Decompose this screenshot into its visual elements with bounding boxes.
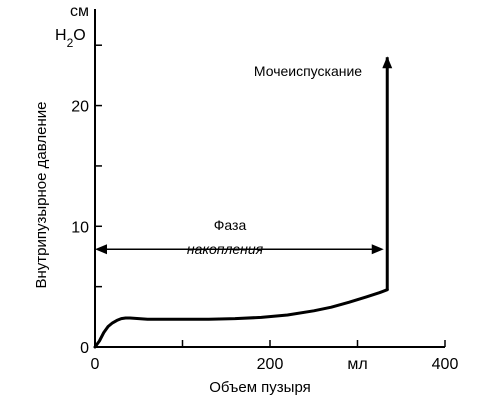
annotation-layer bbox=[95, 244, 384, 255]
filling-phase-arrowhead-left bbox=[95, 244, 107, 255]
y-unit-label-line2: H2O bbox=[55, 27, 86, 50]
axes bbox=[94, 9, 445, 348]
filling-phase-arrowhead-right bbox=[371, 244, 384, 255]
y-tick-label: 20 bbox=[71, 99, 89, 116]
voiding-label: Мочеиспускание bbox=[254, 63, 362, 79]
y-unit-label-line1: см bbox=[70, 3, 89, 20]
x-tick-label: мл bbox=[347, 356, 367, 373]
phase-label-line2: накопления bbox=[187, 241, 264, 257]
series-layer bbox=[93, 56, 393, 349]
phase-label-line1: Фаза bbox=[214, 217, 247, 233]
y-tick-label: 0 bbox=[80, 340, 89, 357]
x-tick-label: 200 bbox=[257, 356, 284, 373]
x-tick-label: 0 bbox=[91, 356, 100, 373]
y-axis-label: Внутрипузырное давление bbox=[33, 102, 50, 289]
pressure-curve bbox=[93, 288, 389, 349]
x-tick-label: 400 bbox=[432, 356, 459, 373]
ticks: 0 200 мл 400 0 10 20 bbox=[71, 44, 459, 373]
y-tick-label: 10 bbox=[71, 219, 89, 236]
x-axis-label: Объем пузыря bbox=[209, 379, 311, 396]
